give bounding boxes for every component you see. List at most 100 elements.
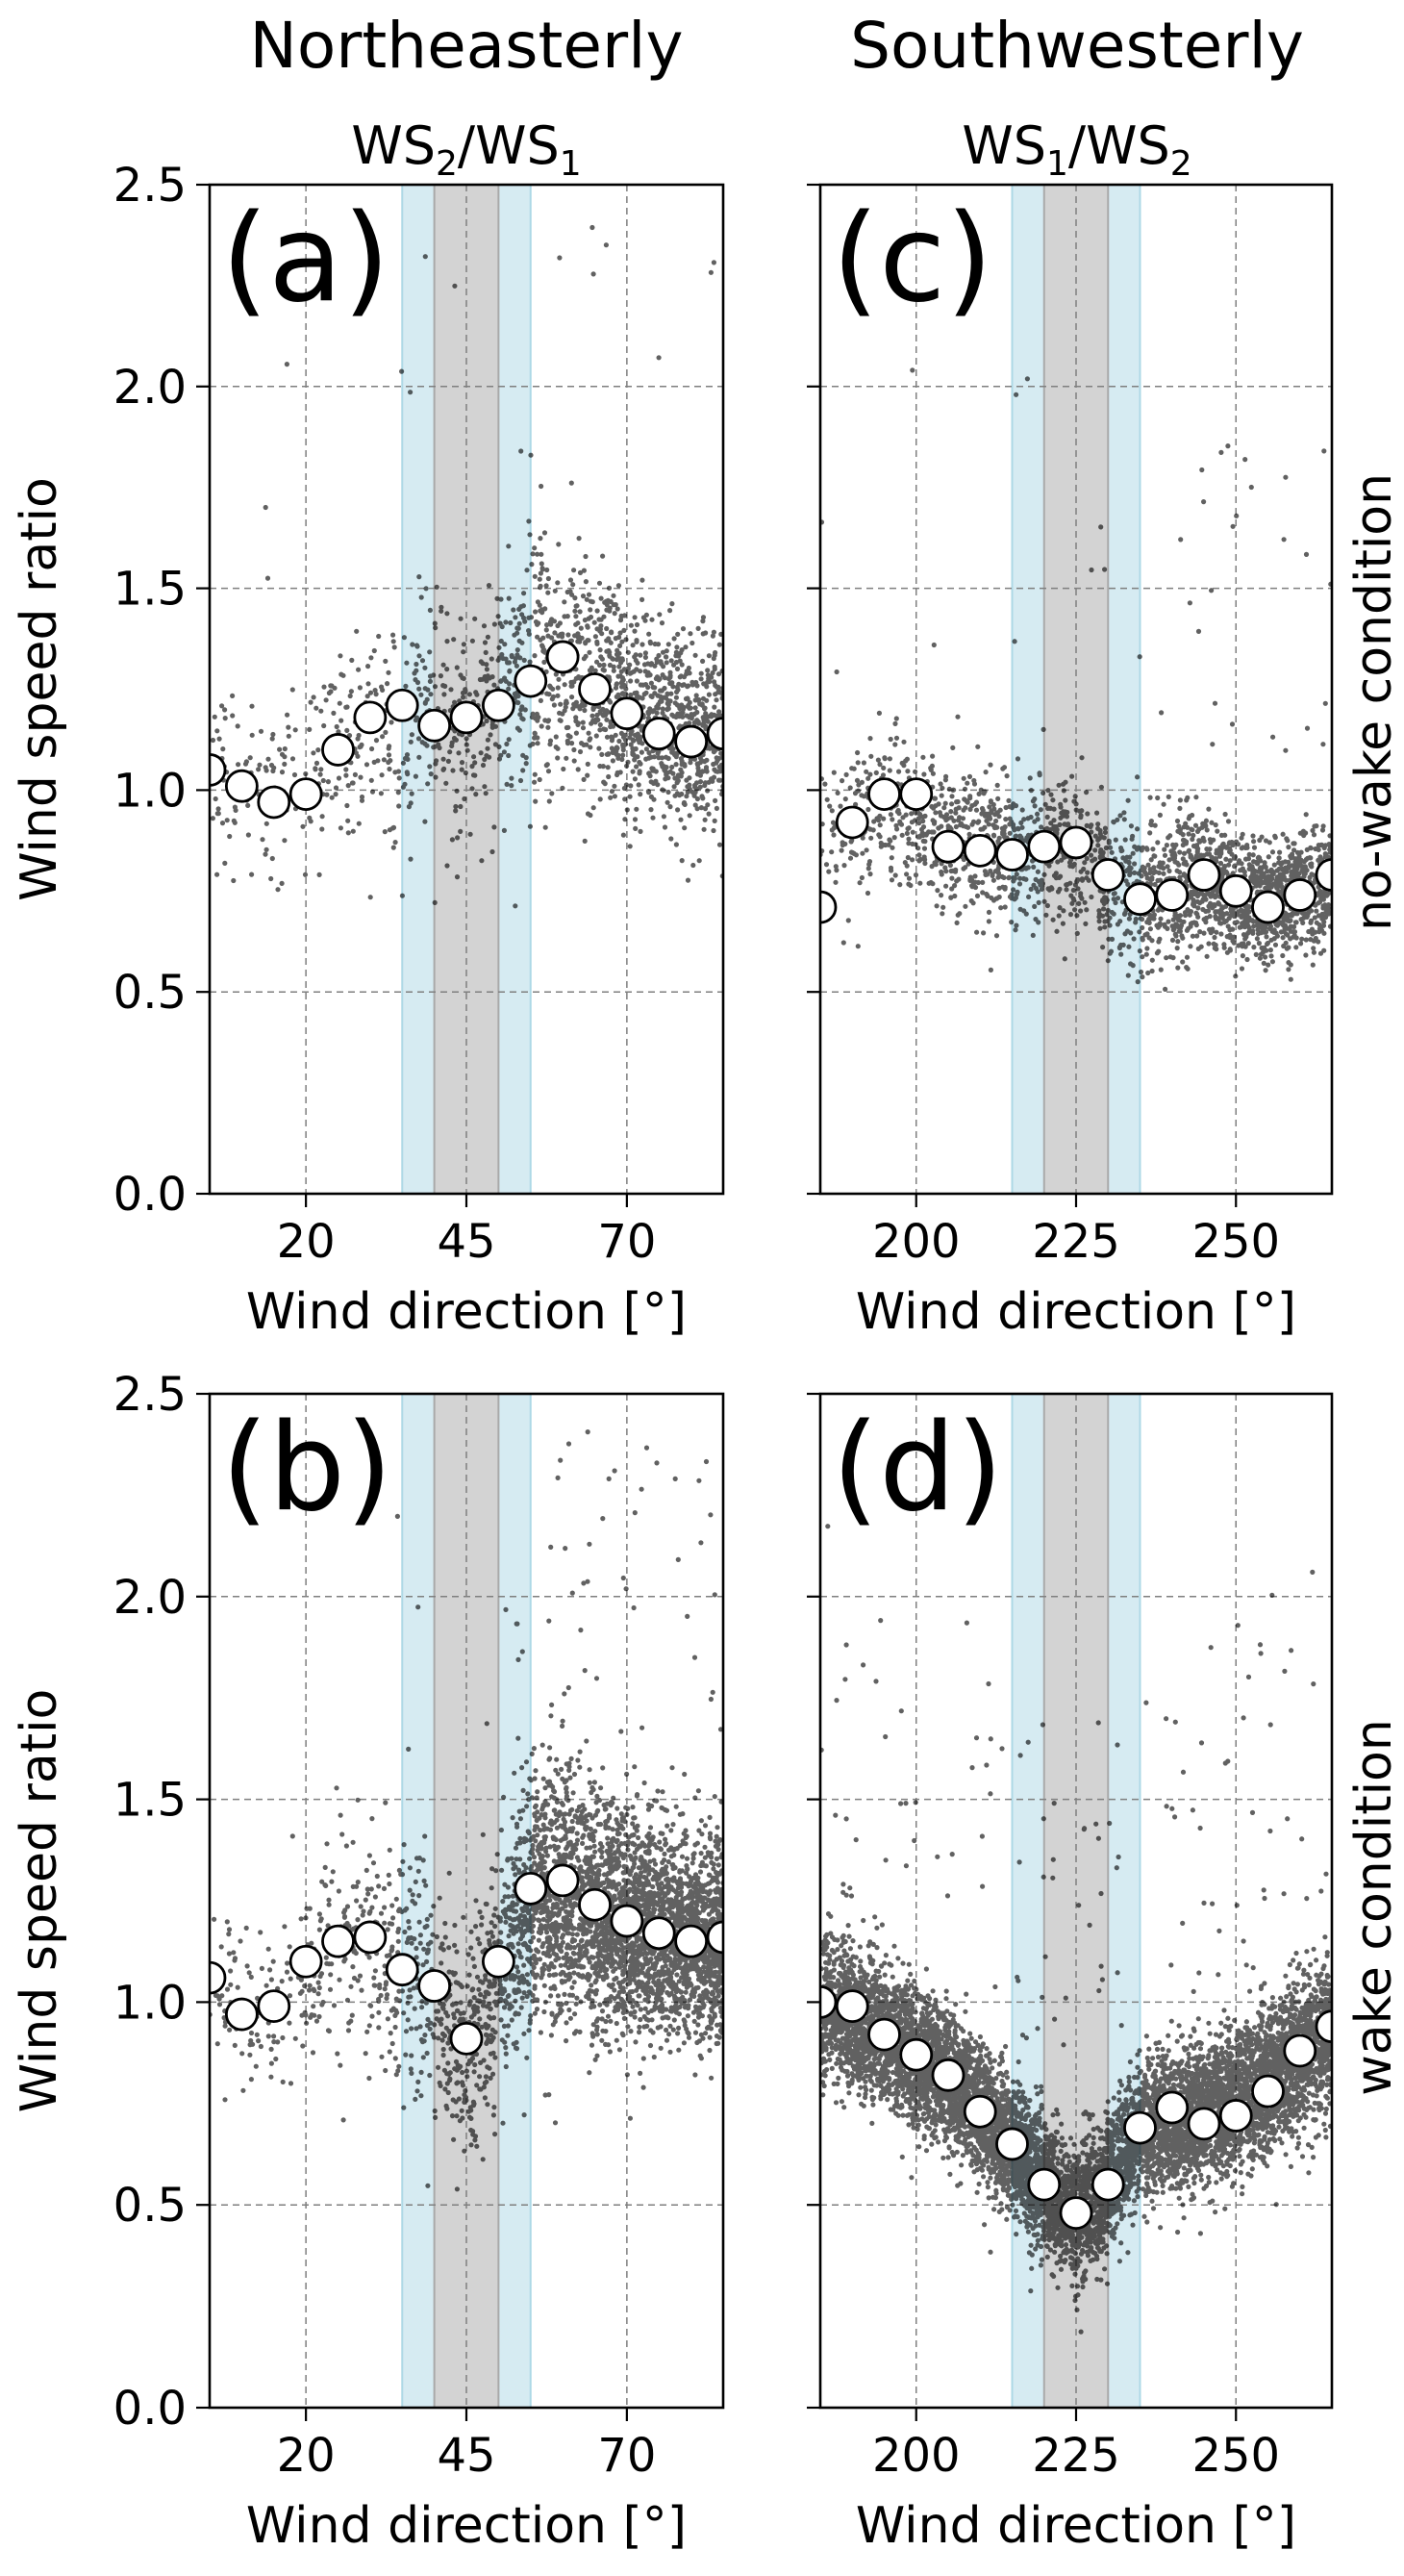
y-tick-label: 2.0 xyxy=(113,1571,187,1625)
y-tick-label: 2.5 xyxy=(113,1368,187,1422)
bin-mean-marker xyxy=(1189,2109,1219,2139)
panel-label: (c) xyxy=(832,188,993,329)
bin-mean-marker xyxy=(547,642,578,672)
x-tick-label: 70 xyxy=(597,2429,656,2483)
y-tick-label: 2.5 xyxy=(113,159,187,213)
x-tick-label: 250 xyxy=(1191,1215,1280,1269)
bin-mean-marker xyxy=(1189,860,1219,891)
bin-mean-marker xyxy=(483,1946,514,1977)
y-axis-label: Wind speed ratio xyxy=(11,477,68,901)
plot-area xyxy=(194,185,739,1194)
x-axis-label: Wind direction [°] xyxy=(856,1283,1296,1341)
bin-mean-marker xyxy=(226,1999,257,2030)
x-tick-label: 20 xyxy=(277,1215,336,1269)
bin-mean-marker xyxy=(1157,879,1188,910)
panel-label: (a) xyxy=(221,188,390,329)
bin-mean-marker xyxy=(1285,879,1316,910)
bin-mean-marker xyxy=(580,1889,611,1920)
x-tick-label: 200 xyxy=(872,1215,961,1269)
bin-mean-marker xyxy=(869,779,900,810)
bin-mean-marker xyxy=(1061,827,1091,858)
bin-mean-marker xyxy=(933,831,964,862)
panel-c: 200 225 250 Wind direction [°] (c) xyxy=(805,185,1347,1341)
plot-area xyxy=(805,1394,1347,2408)
x-axis-label: Wind direction [°] xyxy=(246,2497,687,2555)
bin-mean-marker xyxy=(290,1946,321,1977)
bin-mean-marker xyxy=(612,698,642,729)
bin-mean-marker xyxy=(1092,860,1123,891)
y-tick-label: 1.5 xyxy=(113,1774,187,1828)
bin-mean-marker xyxy=(1253,892,1284,922)
x-tick-label: 225 xyxy=(1032,1215,1120,1269)
bin-mean-marker xyxy=(837,1991,867,2022)
bin-mean-marker xyxy=(869,2019,900,2050)
bin-mean-marker xyxy=(515,1873,546,1904)
bin-mean-marker xyxy=(547,1865,578,1896)
bin-mean-marker xyxy=(1220,875,1251,906)
bin-mean-marker xyxy=(323,734,354,765)
bin-mean-marker xyxy=(515,666,546,696)
bin-mean-marker xyxy=(997,840,1028,871)
y-tick-label: 1.0 xyxy=(113,764,187,818)
bin-mean-marker xyxy=(259,1991,289,2022)
y-tick-label: 2.0 xyxy=(113,361,187,415)
bin-mean-marker xyxy=(676,1926,707,1957)
bin-mean-marker xyxy=(451,702,482,733)
column-title-southwesterly: Southwesterly xyxy=(850,9,1304,83)
x-tick-label: 200 xyxy=(872,2429,961,2483)
x-tick-label: 20 xyxy=(277,2429,336,2483)
x-tick-label: 250 xyxy=(1191,2429,1280,2483)
x-axis-label: Wind direction [°] xyxy=(246,1283,687,1341)
x-axis-label: Wind direction [°] xyxy=(856,2497,1296,2555)
row-label-no-wake: no-wake condition xyxy=(1345,473,1403,931)
row-label-wake: wake condition xyxy=(1345,1719,1403,2096)
bin-mean-marker xyxy=(901,2039,932,2070)
bin-mean-marker xyxy=(419,1971,450,2002)
y-tick-label: 0.0 xyxy=(113,2382,187,2436)
panel-label: (d) xyxy=(832,1397,1003,1538)
bin-mean-marker xyxy=(580,674,611,705)
bin-mean-marker xyxy=(387,690,417,720)
bin-mean-marker xyxy=(643,719,674,749)
y-axis-label: Wind speed ratio xyxy=(11,1689,68,2113)
bin-mean-marker xyxy=(387,1955,417,1985)
panel-b: 20 45 70 0.0 0.5 1.0 1.5 2.0 2.5 Wind direction [… xyxy=(11,1368,739,2555)
bin-mean-marker xyxy=(997,2129,1028,2159)
plot-area xyxy=(194,1394,739,2408)
x-tick-label: 225 xyxy=(1032,2429,1120,2483)
subtitle-right: WS1/WS2 xyxy=(962,115,1191,184)
panel-label: (b) xyxy=(221,1397,392,1538)
bin-mean-marker xyxy=(612,1906,642,1936)
bin-mean-marker xyxy=(1029,831,1060,862)
bin-mean-marker xyxy=(323,1926,354,1957)
subtitle-left: WS2/WS1 xyxy=(351,115,581,184)
bin-mean-marker xyxy=(1029,2169,1060,2200)
bin-mean-marker xyxy=(965,835,995,866)
column-title-northeasterly: Northeasterly xyxy=(249,9,683,83)
y-tick-label: 0.5 xyxy=(113,966,187,1020)
bin-mean-marker xyxy=(933,2059,964,2090)
bin-mean-marker xyxy=(965,2096,995,2127)
bin-mean-marker xyxy=(643,1918,674,1949)
bin-mean-marker xyxy=(483,690,514,720)
y-tick-label: 0.0 xyxy=(113,1168,187,1222)
bin-mean-marker xyxy=(451,2023,482,2054)
bin-mean-marker xyxy=(355,702,386,733)
bin-mean-marker xyxy=(1125,884,1156,915)
bin-mean-marker xyxy=(290,779,321,810)
bin-mean-marker xyxy=(901,779,932,810)
x-tick-label: 45 xyxy=(437,2429,495,2483)
bin-mean-marker xyxy=(1157,2092,1188,2123)
bin-mean-marker xyxy=(1285,2035,1316,2066)
bin-mean-marker xyxy=(355,1922,386,1953)
panel-d: 200 225 250 Wind direction [°] (d) xyxy=(805,1394,1347,2555)
bin-mean-marker xyxy=(1253,2076,1284,2107)
x-tick-label: 70 xyxy=(597,1215,656,1269)
y-tick-label: 0.5 xyxy=(113,2179,187,2233)
y-tick-label: 1.0 xyxy=(113,1976,187,2030)
x-tick-label: 45 xyxy=(437,1215,495,1269)
bin-mean-marker xyxy=(419,710,450,741)
bin-mean-marker xyxy=(837,807,867,838)
